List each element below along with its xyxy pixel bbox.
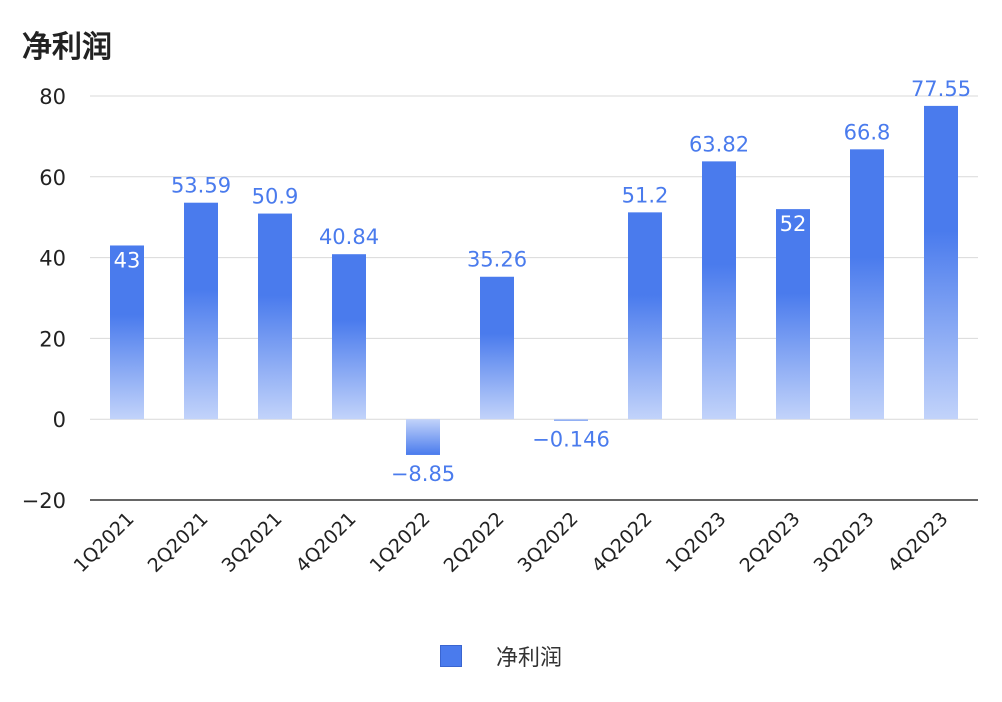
x-tick-label: 4Q2021 [292, 508, 361, 577]
data-label: −0.146 [532, 428, 610, 452]
bar-2Q2021[interactable] [184, 202, 218, 420]
x-tick-label: 3Q2021 [218, 508, 287, 577]
legend[interactable]: 净利润 [440, 640, 562, 672]
y-axis: 80 60 40 20 0 −20 [22, 85, 66, 513]
x-tick-label: 3Q2023 [810, 508, 879, 577]
bar-4Q2023[interactable] [924, 105, 958, 420]
bar-2Q2023[interactable] [776, 209, 810, 420]
bar-1Q2023[interactable] [702, 161, 736, 420]
y-tick-label: 20 [39, 327, 66, 351]
data-label: −8.85 [391, 462, 455, 486]
data-label: 53.59 [171, 174, 231, 198]
data-label: 77.55 [911, 77, 971, 101]
data-label: 63.82 [689, 132, 749, 156]
data-label: 43 [114, 248, 141, 272]
x-tick-label: 1Q2022 [366, 508, 435, 577]
grid-lines [90, 95, 978, 501]
x-axis: 1Q2021 2Q2021 3Q2021 4Q2021 1Q2022 2Q2022 3Q20… [70, 508, 953, 577]
bar-3Q2023[interactable] [850, 149, 884, 420]
data-label: 66.8 [844, 120, 891, 144]
x-tick-label: 1Q2021 [70, 508, 139, 577]
y-tick-label: 60 [39, 166, 66, 190]
x-tick-label: 1Q2023 [662, 508, 731, 577]
data-labels: 43 53.59 50.9 40.84 −8.85 35.26 −0.146 51.2 63.8… [114, 77, 971, 486]
bar-3Q2022[interactable] [554, 419, 588, 421]
y-tick-label: 0 [53, 408, 66, 432]
bar-4Q2021[interactable] [332, 254, 366, 420]
data-label: 51.2 [622, 183, 669, 207]
x-tick-label: 3Q2022 [514, 508, 583, 577]
bar-3Q2021[interactable] [258, 213, 292, 420]
bar-2Q2022[interactable] [480, 276, 514, 420]
bar-1Q2022[interactable] [406, 419, 440, 455]
x-tick-label: 4Q2023 [884, 508, 953, 577]
data-label: 40.84 [319, 225, 379, 249]
bar-4Q2022[interactable] [628, 212, 662, 420]
bars [110, 105, 958, 455]
y-tick-label: −20 [22, 489, 66, 513]
x-tick-label: 2Q2021 [144, 508, 213, 577]
data-label: 52 [780, 212, 807, 236]
x-tick-label: 2Q2022 [440, 508, 509, 577]
legend-label[interactable]: 净利润 [496, 646, 563, 671]
data-label: 35.26 [467, 248, 527, 272]
x-tick-label: 4Q2022 [588, 508, 657, 577]
bar-1Q2021[interactable] [110, 245, 144, 420]
y-tick-label: 40 [39, 247, 66, 271]
chart-title: 净利润 [22, 30, 112, 65]
y-tick-label: 80 [39, 85, 66, 109]
x-tick-label: 2Q2023 [736, 508, 805, 577]
data-label: 50.9 [252, 185, 299, 209]
legend-swatch[interactable] [440, 645, 462, 667]
